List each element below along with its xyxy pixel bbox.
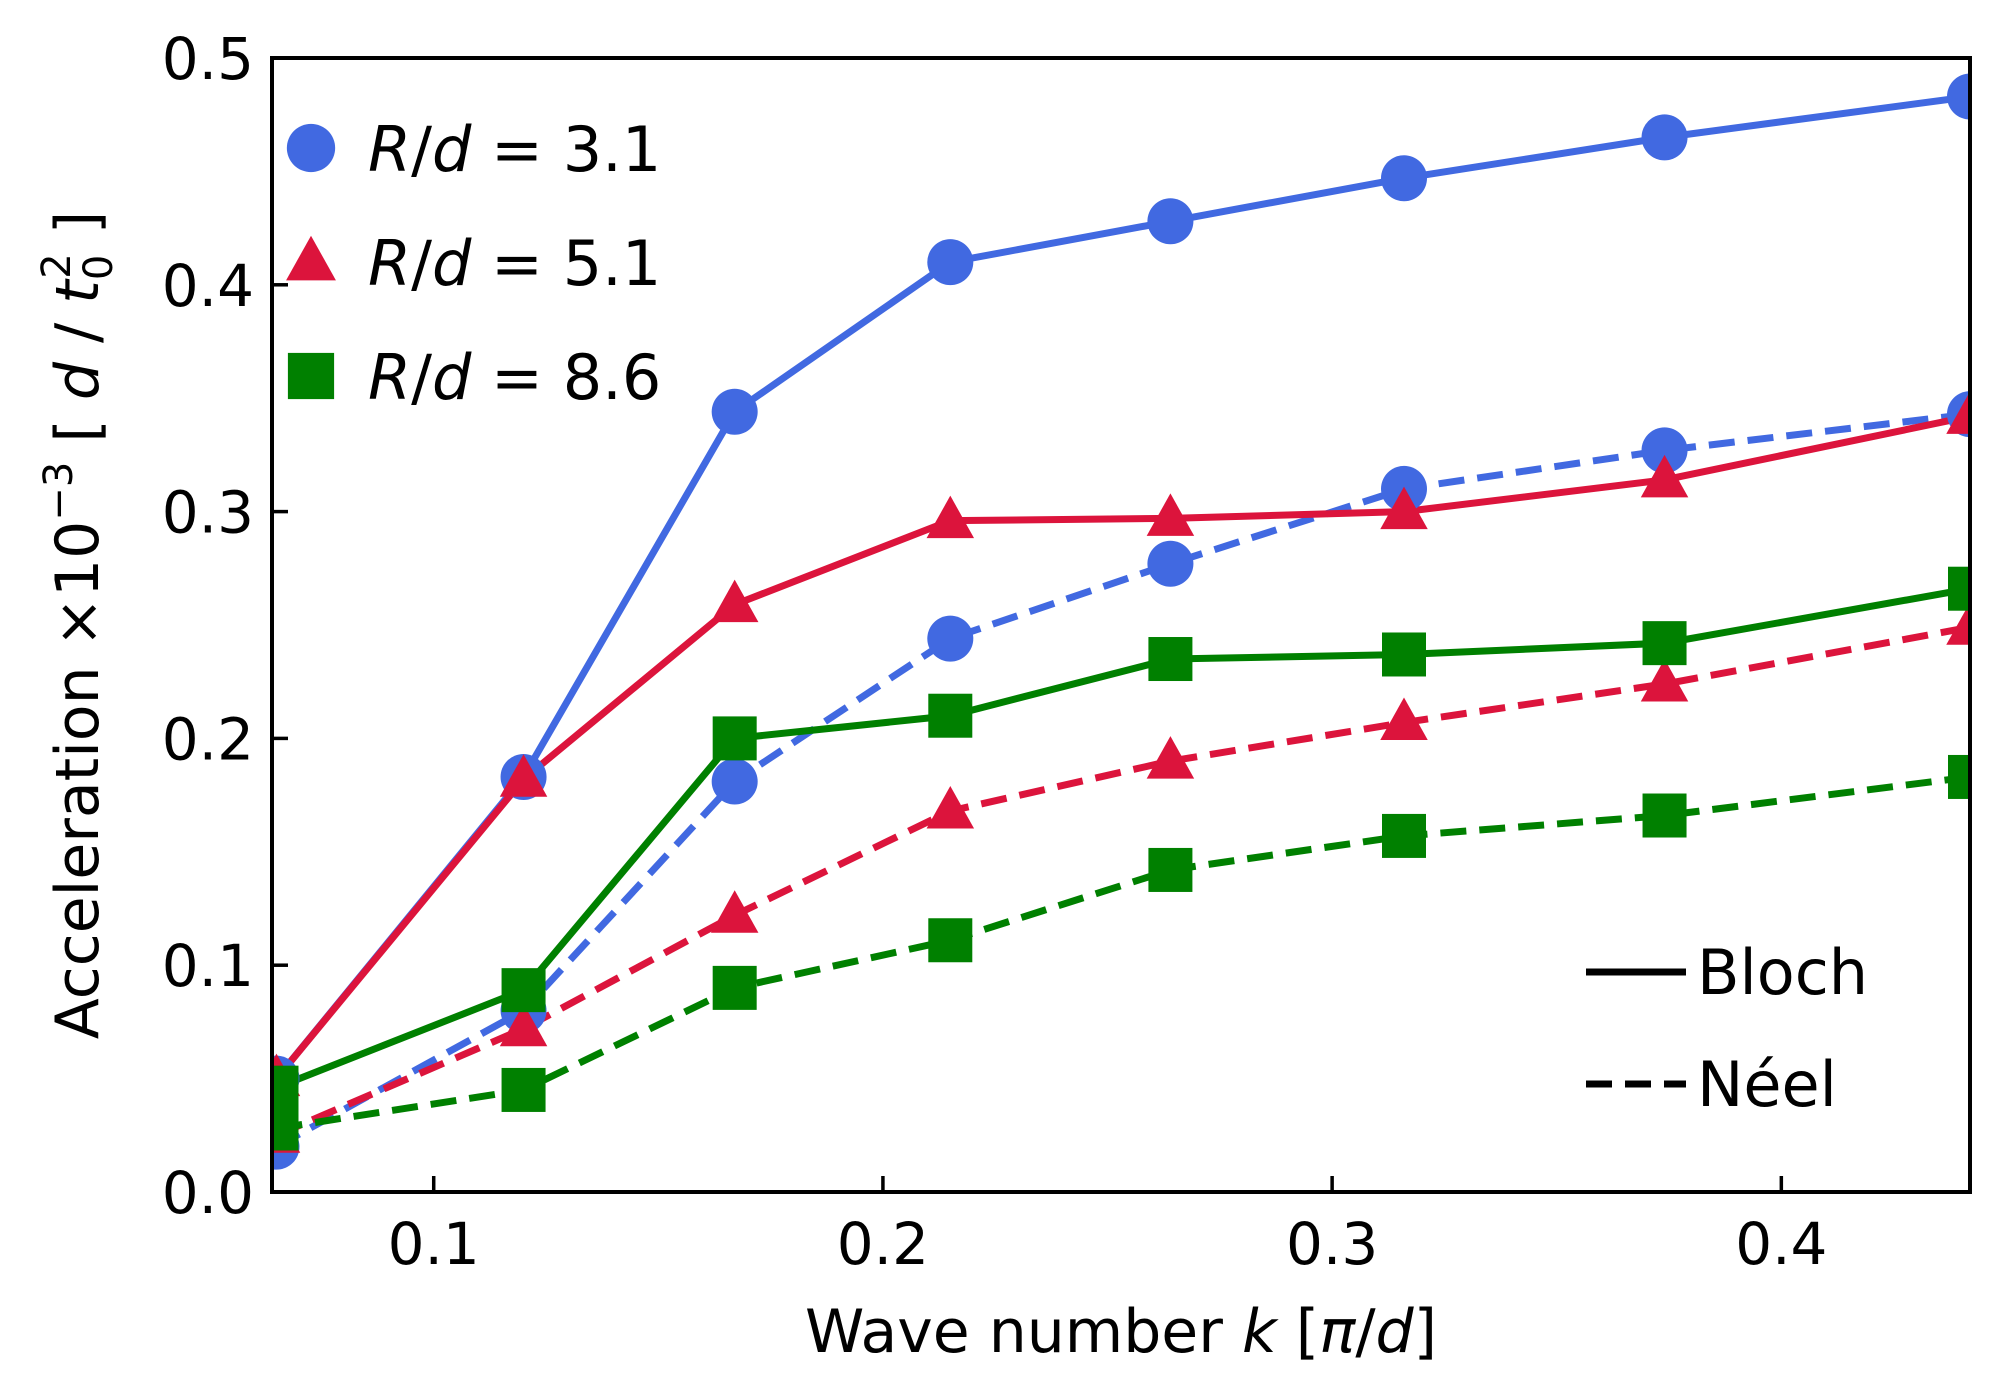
legend-label: R/d = 5.1 — [368, 227, 661, 300]
y-tick-label: 0.3 — [162, 479, 254, 547]
data-point-5-2 — [712, 965, 757, 1010]
data-point-4-5 — [1382, 632, 1426, 677]
data-point-0-4 — [1147, 198, 1194, 245]
y-tick-label: 0.1 — [162, 932, 254, 1000]
data-point-1-6 — [1641, 427, 1688, 474]
data-point-2-1 — [499, 754, 548, 797]
legend-marker-square — [287, 352, 335, 400]
series-line-0 — [273, 93, 1970, 1081]
legend-entry: R/d = 5.1 — [286, 227, 661, 300]
x-tick-label: 0.4 — [1735, 1210, 1827, 1278]
data-point-5-3 — [928, 918, 973, 963]
legend-line-label: Néel — [1697, 1048, 1837, 1121]
legend-line-label: Bloch — [1697, 936, 1868, 1009]
data-point-1-3 — [927, 615, 974, 662]
y-axis: 0.0 0.1 0.2 0.3 0.4 0.5 — [162, 25, 288, 1227]
series-line-1 — [274, 410, 1970, 1150]
legend-entry: R/d = 8.6 — [287, 341, 661, 414]
y-tick-label: 0.0 — [162, 1159, 254, 1227]
legend-label: R/d = 3.1 — [368, 113, 661, 186]
data-point-0-5 — [1381, 155, 1427, 202]
data-point-3-2 — [710, 890, 759, 933]
legend-lines: Bloch Néel — [1586, 936, 1868, 1121]
y-tick-label: 0.5 — [162, 25, 254, 93]
legend-marker-triangle — [286, 235, 336, 281]
data-point-1-2 — [711, 758, 758, 805]
series-line-3 — [275, 623, 1970, 1139]
x-tick-label: 0.1 — [388, 1210, 480, 1278]
data-point-2-3 — [926, 495, 975, 539]
plot-frame — [270, 56, 1972, 1194]
data-point-2-4 — [1146, 493, 1195, 536]
legend-entry: R/d = 3.1 — [286, 113, 661, 186]
data-point-5-5 — [1382, 813, 1426, 858]
data-point-3-7 — [1946, 602, 1970, 645]
data-point-2-7 — [1946, 391, 1970, 434]
x-tick-label: 0.3 — [1286, 1210, 1378, 1278]
series-line-5 — [275, 773, 1970, 1132]
x-axis: 0.1 0.2 0.3 0.4 — [388, 1176, 1827, 1278]
data-point-0-7 — [1947, 73, 1970, 120]
legend-line-entry: Néel — [1586, 1048, 1837, 1121]
data-point-5-0 — [272, 1106, 299, 1151]
series-line-2 — [273, 412, 1970, 1081]
data-point-5-1 — [501, 1067, 546, 1112]
plot-area — [272, 73, 1970, 1170]
data-point-4-4 — [1148, 637, 1193, 682]
data-point-5-6 — [1642, 793, 1687, 838]
y-tick-label: 0.4 — [162, 252, 254, 320]
legend-label: R/d = 8.6 — [368, 341, 661, 414]
data-point-3-3 — [926, 785, 975, 829]
data-point-0-3 — [927, 239, 974, 286]
legend-marker-circle — [286, 123, 336, 173]
x-axis-title: Wave number k [π/d] — [805, 1297, 1437, 1367]
data-point-2-6 — [1640, 454, 1689, 498]
legend-line-entry: Bloch — [1586, 936, 1868, 1009]
data-point-4-1 — [501, 968, 546, 1013]
series-markers — [272, 73, 1970, 1170]
series-line-4 — [275, 585, 1970, 1091]
data-point-4-6 — [1642, 621, 1687, 666]
data-point-4-0 — [272, 1065, 299, 1110]
data-point-4-7 — [1948, 566, 1970, 611]
data-point-3-4 — [1146, 736, 1195, 779]
data-point-5-4 — [1148, 847, 1193, 892]
series-lines — [273, 93, 1970, 1150]
data-point-4-2 — [712, 716, 757, 761]
data-point-5-7 — [1948, 754, 1970, 799]
data-point-1-4 — [1147, 540, 1194, 587]
x-tick-label: 0.2 — [837, 1210, 929, 1278]
data-point-3-5 — [1380, 697, 1428, 741]
y-axis-title: Acceleration ×10−3 [ d / t02 ] — [34, 211, 122, 1039]
data-point-3-6 — [1640, 658, 1689, 702]
data-point-2-5 — [1380, 486, 1428, 530]
legend-markers: R/d = 3.1 R/d = 5.1 R/d = 8.6 — [286, 113, 661, 414]
data-point-3-1 — [499, 1003, 548, 1047]
data-point-2-2 — [710, 579, 759, 623]
data-point-0-2 — [711, 388, 758, 435]
y-tick-label: 0.2 — [162, 705, 254, 773]
data-point-4-3 — [928, 693, 973, 738]
data-point-0-6 — [1641, 114, 1688, 161]
